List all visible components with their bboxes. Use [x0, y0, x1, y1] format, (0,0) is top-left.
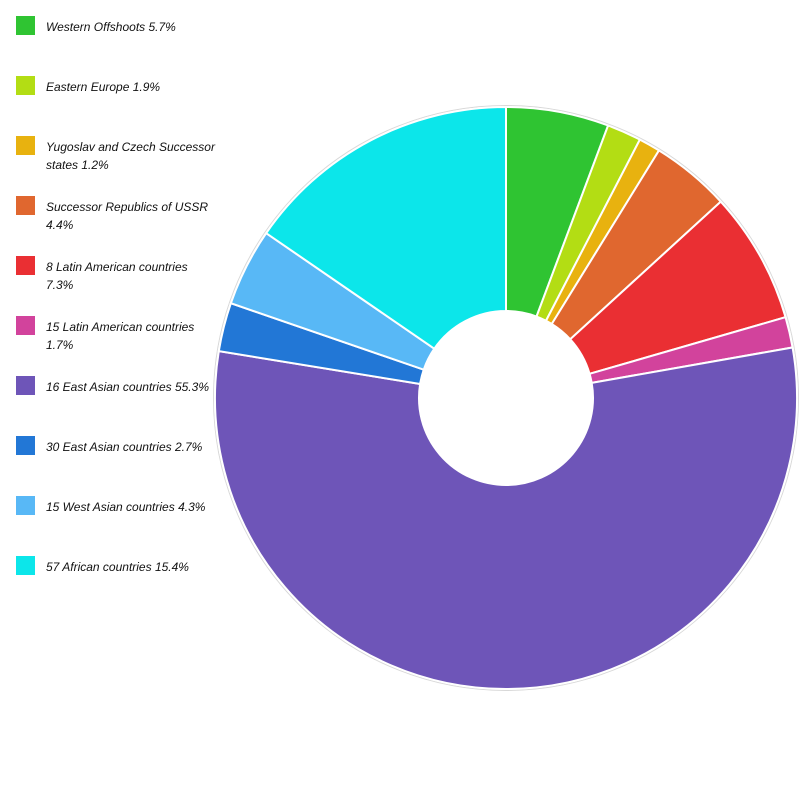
- legend-item: Yugoslav and Czech Successor states 1.2%: [16, 136, 226, 174]
- legend-swatch: [16, 436, 35, 455]
- legend-label: Western Offshoots 5.7%: [46, 20, 176, 34]
- legend-swatch: [16, 136, 35, 155]
- legend-swatch: [16, 316, 35, 335]
- legend-swatch: [16, 256, 35, 275]
- legend-label: 30 East Asian countries 2.7%: [46, 440, 203, 454]
- legend-item: Successor Republics of USSR 4.4%: [16, 196, 226, 234]
- legend-swatch: [16, 376, 35, 395]
- legend-item: 15 West Asian countries 4.3%: [16, 496, 226, 516]
- legend: Western Offshoots 5.7% Eastern Europe 1.9…: [0, 0, 230, 600]
- legend-item: 57 African countries 15.4%: [16, 556, 226, 576]
- pie-slice[interactable]: [264, 105, 507, 351]
- pie-outer-edge: [213, 105, 799, 691]
- legend-item: 15 Latin American countries 1.7%: [16, 316, 226, 354]
- legend-label: 15 West Asian countries 4.3%: [46, 500, 206, 514]
- legend-item: Eastern Europe 1.9%: [16, 76, 226, 96]
- legend-swatch: [16, 76, 35, 95]
- legend-item: 30 East Asian countries 2.7%: [16, 436, 226, 456]
- legend-label: 57 African countries 15.4%: [46, 560, 189, 574]
- legend-swatch: [16, 556, 35, 575]
- legend-label: 15 Latin American countries 1.7%: [46, 320, 195, 352]
- legend-swatch: [16, 496, 35, 515]
- legend-label: Eastern Europe 1.9%: [46, 80, 161, 94]
- legend-swatch: [16, 196, 35, 215]
- pie-slice[interactable]: [214, 346, 798, 690]
- legend-label: Successor Republics of USSR 4.4%: [46, 200, 209, 232]
- legend-item: 16 East Asian countries 55.3%: [16, 376, 226, 396]
- legend-label: Yugoslav and Czech Successor states 1.2%: [46, 140, 215, 172]
- legend-item: 8 Latin American countries 7.3%: [16, 256, 226, 294]
- legend-label: 8 Latin American countries 7.3%: [46, 260, 188, 292]
- legend-swatch: [16, 16, 35, 35]
- legend-label: 16 East Asian countries 55.3%: [46, 380, 209, 394]
- legend-item: Western Offshoots 5.7%: [16, 16, 226, 36]
